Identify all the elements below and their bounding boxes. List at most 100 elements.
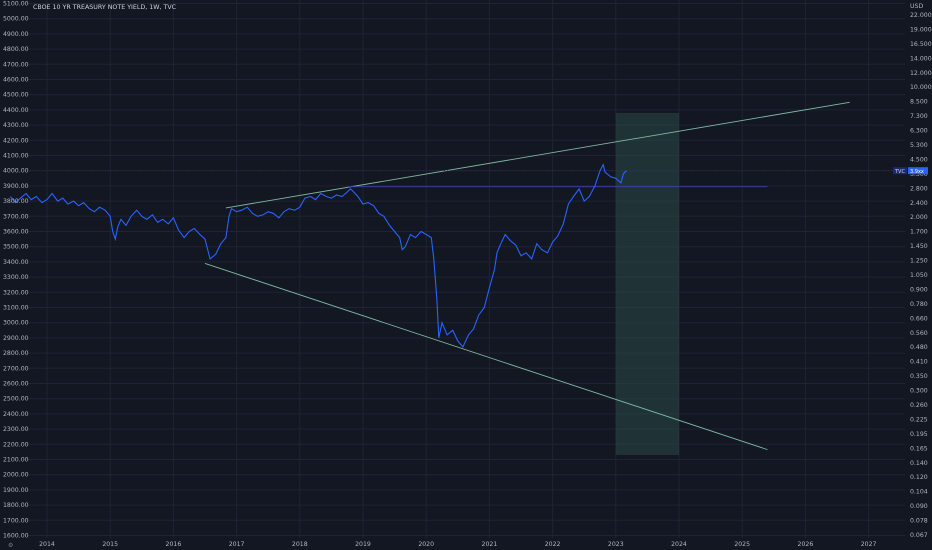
time-tick-label: 2023 (608, 541, 624, 548)
right-tick-label: 1.450 (910, 243, 928, 250)
right-tick-label: 8.500 (910, 99, 928, 106)
time-tick-label: 2025 (734, 541, 750, 548)
right-tick-label: 3.300 (910, 171, 928, 178)
left-tick-label: 3200.00 (3, 289, 29, 296)
time-tick-label: 2018 (292, 541, 308, 548)
time-tick-label: 2014 (39, 541, 55, 548)
time-tick-label: 2020 (418, 541, 434, 548)
right-tick-label: 1.050 (910, 272, 928, 279)
left-tick-label: 4500.00 (3, 92, 29, 99)
left-tick-label: 5000.00 (3, 16, 29, 23)
currency-label: USD (910, 3, 923, 10)
left-tick-label: 1800.00 (3, 502, 29, 509)
left-tick-label: 4000.00 (3, 168, 29, 175)
right-tick-label: 0.260 (910, 402, 928, 409)
right-tick-label: 19.000 (910, 26, 932, 33)
right-tick-label: 0.900 (910, 286, 928, 293)
left-tick-label: 4700.00 (3, 61, 29, 68)
left-tick-label: 2000.00 (3, 472, 29, 479)
price-series-line (9, 163, 627, 349)
right-tick-label: 2.400 (910, 200, 928, 207)
right-tick-label: 7.300 (910, 113, 928, 120)
right-tick-label: 0.350 (910, 373, 928, 380)
gear-icon[interactable]: ⚙ (8, 542, 13, 549)
right-tick-label: 0.480 (910, 344, 928, 351)
right-tick-label: 2.000 (910, 214, 928, 221)
left-tick-label: 3400.00 (3, 259, 29, 266)
right-tick-label: 0.104 (910, 489, 928, 496)
upper-trend-line (225, 101, 850, 209)
time-tick-label: 2017 (229, 541, 245, 548)
left-tick-label: 3700.00 (3, 213, 29, 220)
left-tick-label: 2400.00 (3, 411, 29, 418)
right-tick-label: 0.078 (910, 518, 928, 525)
price-tag-symbol-bg (893, 167, 907, 175)
time-tick-label: 2015 (102, 541, 118, 548)
left-tick-label: 2200.00 (3, 441, 29, 448)
right-tick-label: 0.067 (910, 532, 928, 539)
left-tick-label: 3500.00 (3, 244, 29, 251)
left-axis: 5100.00 5000.00 4900.00 4800.00 4700.00 4600.… (3, 1, 29, 540)
right-tick-label: 0.780 (910, 301, 928, 308)
right-tick-label: 0.560 (910, 330, 928, 337)
time-tick-label: 2024 (671, 541, 687, 548)
right-tick-label: 2.800 (910, 185, 928, 192)
left-tick-label: 4300.00 (3, 122, 29, 129)
right-tick-label: 6.300 (910, 128, 928, 135)
left-tick-label: 4600.00 (3, 77, 29, 84)
right-tick-label: 1.250 (910, 258, 928, 265)
left-tick-label: 2800.00 (3, 350, 29, 357)
left-tick-label: 2300.00 (3, 426, 29, 433)
right-tick-label: 0.410 (910, 359, 928, 366)
time-tick-label: 2022 (545, 541, 561, 548)
time-tick-label: 2016 (166, 541, 182, 548)
time-tick-label: 2019 (355, 541, 371, 548)
grid (27, 0, 905, 538)
price-tag-value: 3.9xx (910, 169, 924, 175)
time-axis: 2014 2015 2016 2017 2018 2019 2020 2021 2022 2023… (39, 541, 876, 548)
left-tick-label: 3800.00 (3, 198, 29, 205)
left-tick-label: 4400.00 (3, 107, 29, 114)
left-tick-label: 3900.00 (3, 183, 29, 190)
time-tick-label: 2021 (482, 541, 498, 548)
left-tick-label: 3300.00 (3, 274, 29, 281)
right-tick-label: 5.300 (910, 142, 928, 149)
left-tick-label: 2700.00 (3, 365, 29, 372)
left-tick-label: 4100.00 (3, 153, 29, 160)
right-tick-label: 10.000 (910, 84, 932, 91)
price-tag-symbol: TVC (894, 169, 905, 175)
right-tick-label: 0.225 (910, 416, 928, 423)
left-tick-label: 3000.00 (3, 320, 29, 327)
price-tag-value-bg (908, 167, 928, 175)
left-tick-label: 2500.00 (3, 396, 29, 403)
right-tick-label: 12.000 (910, 70, 932, 77)
left-tick-label: 5100.00 (3, 1, 29, 8)
right-tick-label: 0.300 (910, 388, 928, 395)
right-tick-label: 0.140 (910, 460, 928, 467)
left-tick-label: 2100.00 (3, 457, 29, 464)
right-tick-label: 0.165 (910, 445, 928, 452)
right-tick-label: 4.500 (910, 156, 928, 163)
left-tick-label: 2600.00 (3, 381, 29, 388)
price-tag[interactable]: TVC 3.9xx (893, 167, 928, 175)
projection-box (615, 112, 679, 455)
time-tick-label: 2026 (798, 541, 814, 548)
left-tick-label: 3600.00 (3, 229, 29, 236)
settings-button[interactable]: ⚙ (8, 542, 13, 549)
right-tick-label: 1.700 (910, 229, 928, 236)
right-tick-label: 14.000 (910, 55, 932, 62)
left-tick-label: 4800.00 (3, 46, 29, 53)
left-tick-label: 4900.00 (3, 31, 29, 38)
left-tick-label: 1700.00 (3, 517, 29, 524)
right-tick-label: 22.000 (910, 12, 932, 19)
lower-trend-line (204, 262, 768, 451)
left-tick-label: 1900.00 (3, 487, 29, 494)
chart-title: CBOE 10 YR TREASURY NOTE YIELD, 1W, TVC (33, 4, 177, 11)
drawn-lines (27, 101, 893, 451)
left-tick-label: 1600.00 (3, 533, 29, 540)
right-tick-label: 0.660 (910, 315, 928, 322)
right-tick-label: 16.500 (910, 41, 932, 48)
left-tick-label: 2900.00 (3, 335, 29, 342)
